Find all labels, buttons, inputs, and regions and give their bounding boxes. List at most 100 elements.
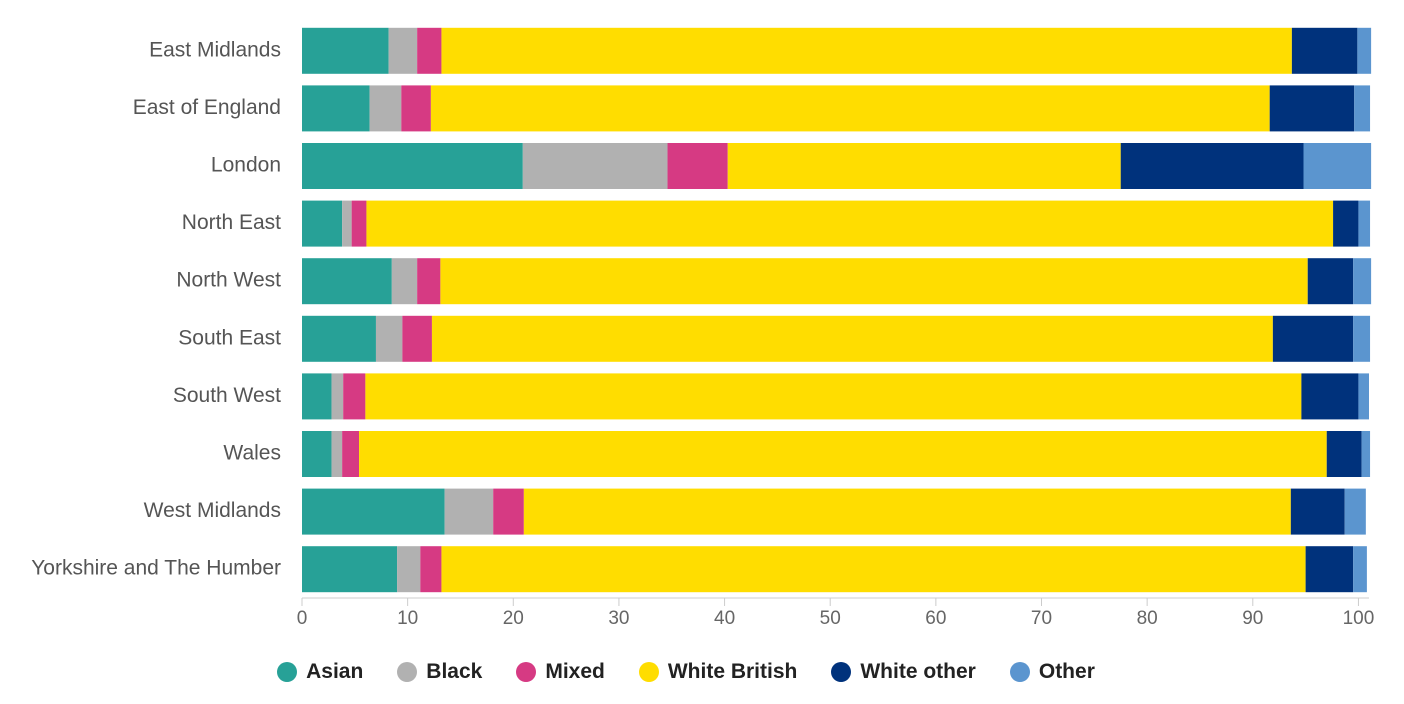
category-label: Wales: [223, 442, 281, 465]
bar-segment: [1291, 27, 1358, 74]
bar-segment: [1326, 431, 1362, 477]
bar-segment: [1301, 373, 1359, 420]
bar-segment: [397, 546, 421, 593]
x-tick-label: 10: [397, 608, 418, 629]
bar-segment: [1357, 27, 1372, 74]
x-tick-label: 50: [820, 608, 841, 629]
bar-segment: [359, 431, 1327, 477]
bar-segment: [369, 85, 402, 132]
bar-segment: [302, 143, 523, 189]
bar-segment: [375, 315, 403, 362]
bar-segment: [366, 200, 1334, 247]
x-tick-label: 60: [925, 608, 946, 629]
legend-swatch: [516, 662, 537, 682]
bar-segment: [1333, 200, 1359, 247]
bar-segment: [1305, 546, 1354, 593]
bar-segment: [302, 373, 332, 420]
legend-label: White British: [667, 660, 798, 683]
bar-segment: [417, 27, 442, 74]
category-label: South East: [178, 326, 281, 349]
legend-label: White other: [860, 660, 976, 683]
x-tick-label: 20: [503, 608, 524, 629]
bar-segment: [441, 27, 1292, 74]
legend-label: Black: [426, 660, 483, 683]
bar-segment: [302, 488, 445, 535]
bar-segment: [440, 258, 1308, 305]
legend: Asian Black Mixed White British White other O…: [0, 652, 1372, 692]
bar-segment: [331, 431, 343, 477]
bar-segment: [401, 85, 431, 132]
bar-segment: [365, 373, 1302, 420]
category-label: North West: [176, 269, 281, 292]
legend-item: White other: [831, 660, 976, 684]
category-label: West Midlands: [144, 499, 281, 522]
bar-segment: [1290, 488, 1345, 535]
bar-segment: [1353, 315, 1371, 362]
bar-segment: [1344, 488, 1366, 535]
legend-swatch: [831, 662, 852, 682]
bar-segment: [302, 85, 370, 132]
chart: East Midlands East of England London North …: [31, 27, 1375, 629]
bar-segment: [1120, 143, 1304, 189]
x-tick-label: 30: [608, 608, 629, 629]
category-label: East of England: [133, 96, 281, 119]
bar-segment: [388, 27, 418, 74]
bar-segment: [1272, 315, 1354, 362]
x-tick-label: 90: [1242, 608, 1263, 629]
legend-label: Other: [1038, 660, 1095, 683]
bar-segment: [727, 143, 1121, 189]
bar-segment: [420, 546, 442, 593]
bar-segment: [444, 488, 494, 535]
x-tick-label: 70: [1031, 608, 1052, 629]
bar-segment: [1354, 85, 1371, 132]
bar-segment: [1358, 373, 1369, 420]
bar-segment: [1269, 85, 1355, 132]
legend-swatch: [397, 662, 418, 682]
bar-segment: [351, 200, 367, 247]
bar-segment: [342, 431, 360, 477]
bar-segment: [302, 27, 389, 74]
bar-segment: [302, 258, 392, 305]
category-label: London: [211, 154, 281, 177]
bar-segment: [391, 258, 418, 305]
legend-item: Mixed: [516, 660, 605, 684]
bar-segment: [441, 546, 1306, 593]
category-label: North East: [182, 211, 281, 234]
legend-swatch: [638, 662, 659, 682]
legend-item: White British: [638, 660, 798, 684]
legend-swatch: [277, 662, 298, 682]
x-tick-label: 40: [714, 608, 735, 629]
bar-segment: [522, 143, 668, 189]
x-tick-label: 80: [1137, 608, 1158, 629]
x-tick-label: 0: [297, 608, 308, 629]
legend-swatch: [1009, 662, 1030, 682]
bar-segment: [302, 315, 376, 362]
bar-segment: [302, 200, 343, 247]
bar-segment: [1358, 200, 1371, 247]
bar-segment: [1353, 546, 1367, 593]
bar-segment: [342, 200, 352, 247]
bar-segment: [343, 373, 366, 420]
category-label: South West: [173, 384, 281, 407]
bar-segment: [1353, 258, 1372, 305]
bar-segment: [417, 258, 441, 305]
bar-segment: [302, 431, 332, 477]
bar-segment: [1303, 143, 1372, 189]
category-label: Yorkshire and The Humber: [31, 557, 281, 580]
bar-segment: [493, 488, 524, 535]
bar-segment: [402, 315, 432, 362]
x-tick-label: 100: [1343, 608, 1375, 629]
bar-segment: [431, 315, 1273, 362]
bar-segment: [1307, 258, 1354, 305]
legend-label: Asian: [306, 660, 364, 683]
legend-item: Other: [1009, 660, 1095, 684]
bar-segment: [1361, 431, 1371, 477]
legend-item: Black: [397, 660, 482, 684]
bar-segment: [302, 546, 398, 593]
bar-segment: [430, 85, 1270, 132]
legend-label: Mixed: [545, 660, 605, 683]
bar-segment: [667, 143, 728, 189]
legend-item: Asian: [277, 660, 363, 684]
bar-segment: [331, 373, 344, 420]
